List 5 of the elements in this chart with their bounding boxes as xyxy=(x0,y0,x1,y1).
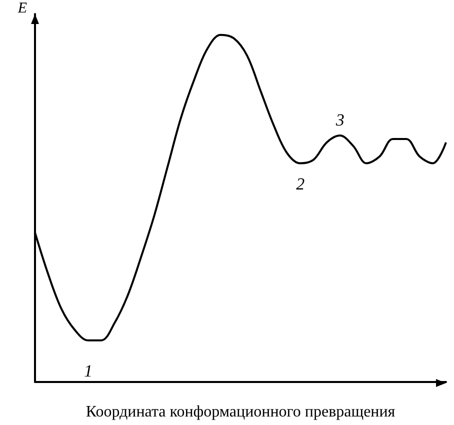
x-axis-title: Координата конформационного превращения xyxy=(86,404,396,420)
annotation: 2 xyxy=(296,174,306,194)
annotation: 3 xyxy=(334,110,344,130)
y-axis-title: E xyxy=(16,0,27,16)
annotation: 1 xyxy=(84,361,93,380)
